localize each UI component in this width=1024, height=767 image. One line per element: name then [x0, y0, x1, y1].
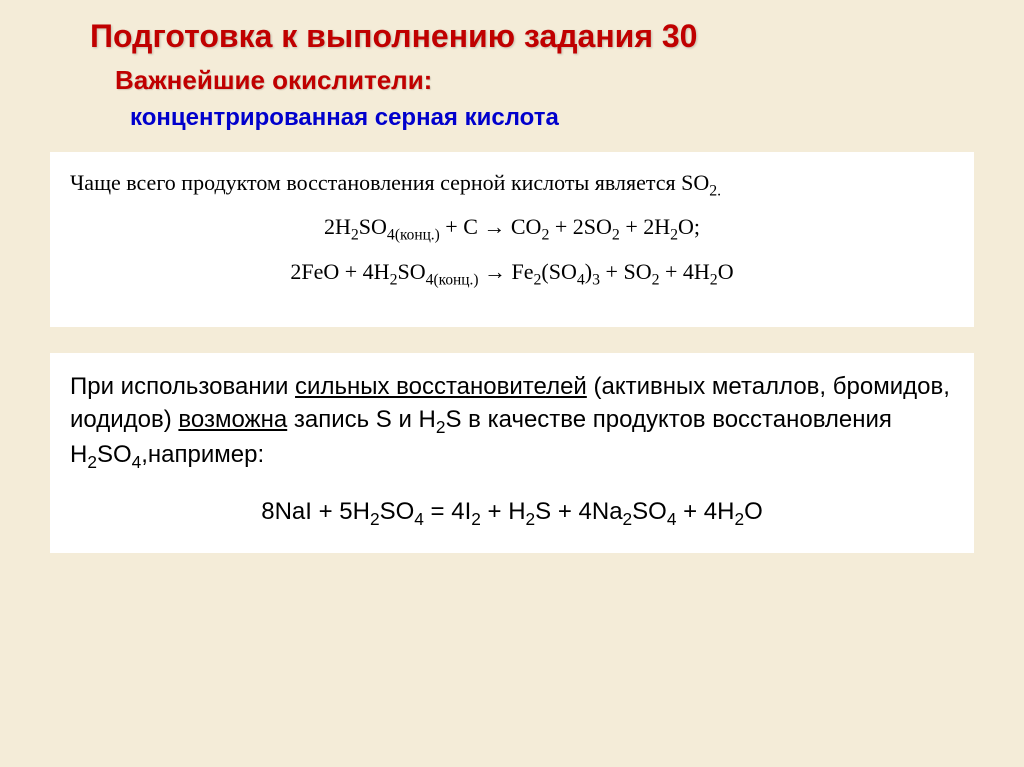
p-sub2: 2	[87, 451, 97, 471]
p-u2: возможна	[178, 406, 287, 433]
intro-sub: 2.	[709, 182, 721, 199]
p-f: ,например:	[141, 441, 264, 468]
slide-title: Подготовка к выполнению задания 30	[0, 0, 1024, 55]
p-sub1: 2	[436, 416, 446, 436]
slide-subsubtitle: концентрированная серная кислота	[0, 96, 1024, 132]
equation-box-1: Чаще всего продуктом восстановления серн…	[50, 152, 974, 327]
paragraph: При использовании сильных восстановителе…	[70, 371, 954, 474]
intro-text: Чаще всего продуктом восстановления серн…	[70, 170, 954, 200]
equation-3: 8NaI + 5H2SO4 = 4I2 + H2S + 4Na2SO4 + 4H…	[70, 496, 954, 531]
p-u1: сильных восстановителей	[295, 373, 587, 400]
slide-subtitle: Важнейшие окислители:	[0, 55, 1024, 96]
p-c: запись S и H	[287, 406, 436, 433]
p-sub3: 4	[132, 451, 142, 471]
equation-1: 2H2SO4(конц.) + C → CO2 + 2SO2 + 2H2O;	[70, 214, 954, 244]
p-a: При использовании	[70, 373, 295, 400]
p-e: SO	[97, 441, 132, 468]
intro-prefix: Чаще всего продуктом восстановления серн…	[70, 170, 709, 195]
text-box-2: При использовании сильных восстановителе…	[50, 353, 974, 553]
equation-2: 2FeO + 4H2SO4(конц.) → Fe2(SO4)3 + SO2 +…	[70, 259, 954, 289]
